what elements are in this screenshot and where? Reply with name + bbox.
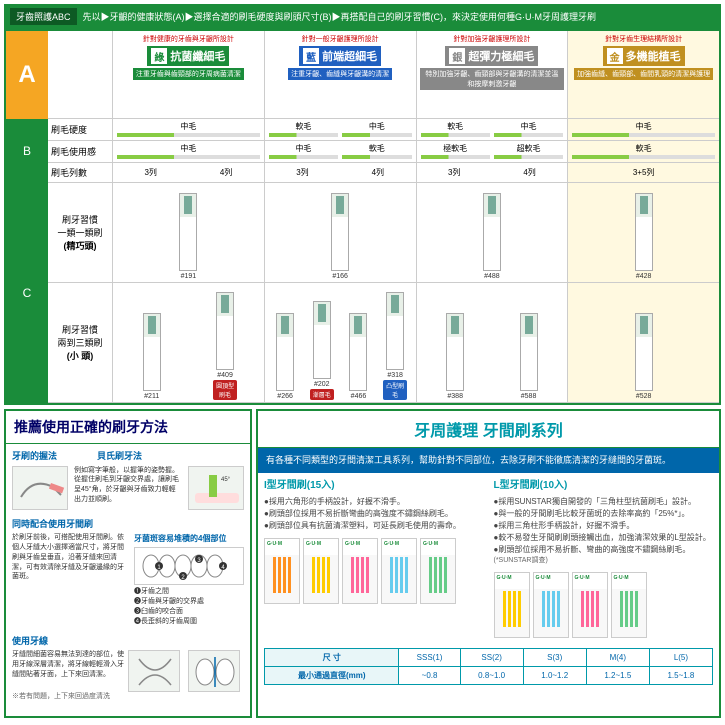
toothbrush-product: #191 [176,193,200,280]
floss-text: 牙縫間細菌容易無法到達的部位，使用牙線深層清潔，將牙線輕輕滑入牙縫間貼著牙面，上… [12,650,124,679]
toothbrush-product: #388 [443,313,467,400]
toothbrush-product: #466 [346,313,370,400]
interdental-product [342,538,378,604]
toothbrush-product: #409圓頂型刷毛 [213,292,237,400]
toothbrush-product: #266 [273,313,297,400]
itype-title: I型牙間刷(15入) [264,479,484,493]
lower-panels: 推薦使用正確的刷牙方法 牙刷的握法 貝氏刷牙法 例如寫字筆般，以握筆的姿勢握。從… [4,409,721,718]
brand-header: 針對健康的牙齒與牙齦所設計 綠抗菌纖細毛 注重牙齒與齒頸部的牙周病菌清潔 [113,31,264,119]
topbar-text: 先以▶牙齦的健康狀態(A)▶選擇合適的刷毛硬度與刷頭尺寸(B)▶再搭配自己的刷牙… [83,10,596,23]
ltype-title: L型牙間刷(10入) [494,479,714,493]
interdental-product [381,538,417,604]
floss-note: ※若有問題，上下來回過度清洗 [12,692,244,702]
brand-header: 針對一般牙齦護理所設計 藍前端超細毛 注重牙齦、齒縫與牙齦溝的清潔 [265,31,416,119]
itype-products [264,538,484,604]
ltype-bullets: ●採用SUNSTAR獨自開發的「三角柱型抗菌刷毛」設計。●與一般的牙間刷毛比較牙… [494,496,714,567]
page: 牙齒照護ABC 先以▶牙齦的健康狀態(A)▶選擇合適的刷毛硬度與刷頭尺寸(B)▶… [0,0,725,722]
combo-title: 同時配合使用牙間刷 [12,518,244,531]
ltype-section: L型牙間刷(10入) ●採用SUNSTAR獨自開發的「三角柱型抗菌刷毛」設計。●… [494,479,714,643]
label-habit1: 刷牙習慣一類一類刷(精巧頭) [48,183,112,283]
toothbrush-product: #166 [328,193,352,280]
label-cols: 刷毛列數 [48,163,112,183]
label-habit2: 刷牙習慣兩到三類刷(小 頭) [48,283,112,403]
itype-bullets: ●採用六角形的手柄設計，好握不滑手。●刷頭部位採用不易折斷彎曲的高強度不鏽鋼絲刷… [264,496,484,532]
right-title: 牙周護理 牙間刷系列 [258,411,719,448]
row-labels-column: 刷毛硬度 刷毛使用感 刷毛列數 刷牙習慣一類一類刷(精巧頭) 刷牙習慣兩到三類刷… [48,31,112,403]
bass-title: 貝氏刷牙法 [97,450,142,463]
brand-column-blue: 針對一般牙齦護理所設計 藍前端超細毛 注重牙齦、齒縫與牙齦溝的清潔軟毛中毛中毛軟… [264,31,416,403]
brushing-method-panel: 推薦使用正確的刷牙方法 牙刷的握法 貝氏刷牙法 例如寫字筆般，以握筆的姿勢握。從… [4,409,252,718]
section-a: A [6,31,48,119]
floss-title: 使用牙線 [12,635,244,648]
interdental-panel: 牙周護理 牙間刷系列 有各種不同類型的牙間清潔工具系列，幫助針對不同部位，去除牙… [256,409,721,718]
left-title: 推薦使用正確的刷牙方法 [6,411,250,444]
svg-text:45°: 45° [221,477,231,483]
label-feel: 刷毛使用感 [48,141,112,163]
top-instruction-bar: 牙齒照護ABC 先以▶牙齦的健康狀態(A)▶選擇合適的刷毛硬度與刷頭尺寸(B)▶… [4,4,721,29]
combo-text: 於刷牙前後，可搭配使用牙間刷。依個人牙縫大小選擇適當尺寸，將牙間刷與牙齒呈垂直，… [12,533,128,626]
section-b: B [6,119,48,183]
toothbrush-product: #488 [480,193,504,280]
intro-strip: 有各種不同類型的牙間清潔工具系列，幫助針對不同部位，去除牙刷不能徹底清潔的牙縫間… [258,448,719,473]
toothbrush-product: #528 [632,313,656,400]
toothbrush-product: #211 [140,313,164,400]
toothbrush-product: #202漸層毛 [310,301,334,400]
section-c: C [6,183,48,403]
interdental-product [303,538,339,604]
comparison-table: A B C 刷毛硬度 刷毛使用感 刷毛列數 刷牙習慣一類一類刷(精巧頭) 刷牙習… [4,29,721,405]
brands-container: 針對健康的牙齒與牙齦所設計 綠抗菌纖細毛 注重牙齒與齒頸部的牙周病菌清潔中毛中毛… [112,31,719,403]
interdental-product [420,538,456,604]
itype-section: I型牙間刷(15入) ●採用六角形的手柄設計，好握不滑手。●刷頭部位採用不易折斷… [264,479,484,643]
ltype-products [494,572,714,638]
brand-header: 針對加強牙齦護理所設計 銀超彈力極細毛 特別加強牙齦、齒頸部與牙齦溝的清潔並溫和… [417,31,568,119]
size-table: 尺 寸SSS(1)SS(2)S(3)M(4)L(5) 最小通過直徑(mm)~0.… [264,648,713,685]
section-column: A B C [6,31,48,403]
floss-illustration-1 [128,650,180,692]
toothbrush-product: #428 [632,193,656,280]
parts-title: 牙菌斑容易堆積的4個部位 [134,533,244,544]
floss-illustration-2 [188,650,240,692]
teeth-illustration: 1234 [134,547,244,585]
interdental-product [611,572,647,638]
toothbrush-product: #318凸型刷毛 [383,292,407,400]
grip-text: 例如寫字筆般，以握筆的姿勢握。從握住刷毛到牙齦交界處，讓刷毛呈45°角，於牙齦與… [74,466,182,505]
topbar-label: 牙齒照護ABC [10,8,77,25]
label-hardness: 刷毛硬度 [48,119,112,141]
grip-illustration [12,466,68,510]
interdental-product [264,538,300,604]
bass-illustration: 45° [188,466,244,510]
brand-header: 針對牙齒生理結構所設計 金多機能植毛 加強齒縫、齒頸部、齒間乳頭的清潔與護理 [568,31,719,119]
brand-column-green: 針對健康的牙齒與牙齦所設計 綠抗菌纖細毛 注重牙齒與齒頸部的牙周病菌清潔中毛中毛… [112,31,264,403]
parts-list: ❶牙齒之間❷牙齒與牙齦的交界處❸臼齒的咬合面❹長歪斜的牙齒周圍 [134,587,244,626]
interdental-product [572,572,608,638]
interdental-product [494,572,530,638]
brand-column-silver: 針對加強牙齦護理所設計 銀超彈力極細毛 特別加強牙齦、齒頸部與牙齦溝的清潔並溫和… [416,31,568,403]
toothbrush-product: #588 [517,313,541,400]
grip-title: 牙刷的握法 [12,450,57,463]
brand-column-gold: 針對牙齒生理結構所設計 金多機能植毛 加強齒縫、齒頸部、齒間乳頭的清潔與護理中毛… [567,31,719,403]
interdental-product [533,572,569,638]
